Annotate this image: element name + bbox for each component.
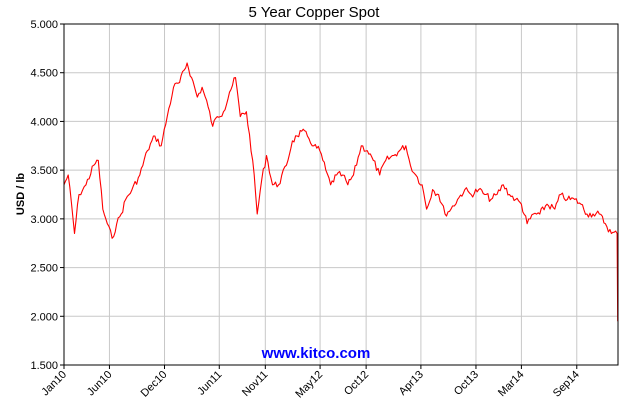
y-tick-label: 3.000 (30, 214, 58, 226)
series-group (63, 62, 619, 322)
y-tick-label: 1.500 (30, 360, 58, 372)
x-tick-label: Jun11 (195, 369, 224, 398)
x-tick-label: Oct12 (342, 369, 371, 398)
y-tick-label: 2.500 (30, 263, 58, 275)
x-tick-label: Apr13 (397, 369, 426, 398)
plot-area (64, 24, 618, 365)
y-tick-label: 4.500 (30, 68, 58, 80)
y-tick-label: 4.000 (30, 116, 58, 128)
chart-title: 5 Year Copper Spot (249, 4, 381, 21)
grid (64, 23, 618, 366)
x-tick-label: May12 (293, 369, 325, 400)
x-tick-label: Sep14 (551, 369, 582, 400)
x-tick-label: Mar14 (496, 369, 527, 400)
x-tick-label: Dec10 (139, 369, 170, 400)
y-tick-label: 3.500 (30, 165, 58, 177)
x-tick-label: Oct13 (452, 369, 481, 398)
copper-spot-line (63, 62, 619, 322)
plot-frame (63, 23, 619, 366)
x-tick-label: Jun10 (85, 369, 115, 399)
y-tick-label: 5.000 (30, 19, 58, 31)
watermark-text: www.kitco.com (261, 345, 371, 362)
x-axis-ticks: Jan10 Jun10 Dec10 Jun11 Nov11 May12 Oct12 Apr13… (39, 365, 582, 400)
y-axis-ticks: 1.500 2.000 2.500 3.000 3.500 4.000 4.500 5.000 (30, 19, 64, 372)
y-tick-label: 2.000 (30, 311, 58, 323)
x-tick-label: Nov11 (240, 369, 270, 399)
x-tick-label: Jan10 (39, 369, 69, 399)
y-axis-label: USD / lb (15, 173, 27, 215)
